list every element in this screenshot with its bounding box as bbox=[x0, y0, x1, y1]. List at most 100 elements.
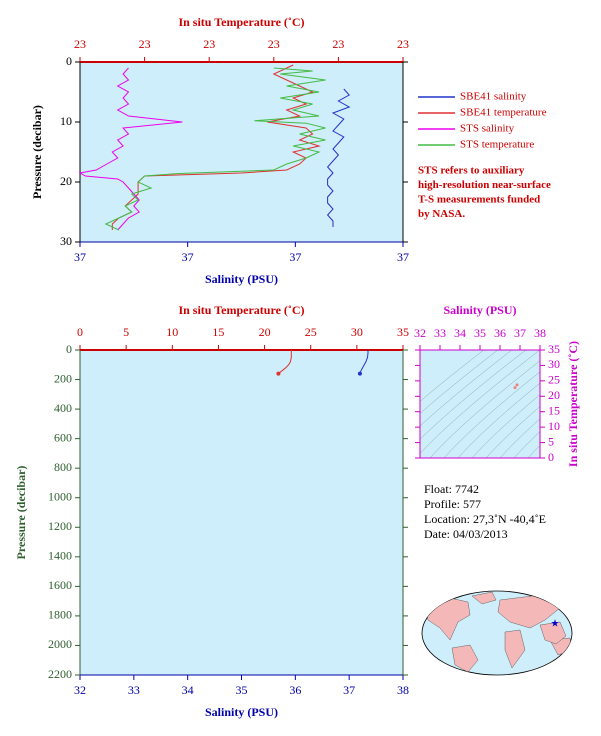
y-tick-label: 20 bbox=[60, 174, 72, 188]
plot-background bbox=[420, 350, 540, 458]
x-tick-label: 36 bbox=[289, 683, 301, 697]
y-tick-label: 1800 bbox=[48, 608, 72, 622]
x-tick-label: 38 bbox=[397, 683, 409, 697]
y-tick-label: 1600 bbox=[48, 578, 72, 592]
x-tick-label: 35 bbox=[474, 326, 486, 340]
profile-end bbox=[357, 371, 362, 376]
density-contour bbox=[457, 382, 540, 458]
legend-label: SBE41 temperature bbox=[460, 107, 547, 119]
x-tick-label: 37 bbox=[343, 683, 355, 697]
profile-line bbox=[359, 350, 369, 374]
y-axis-label: In situ Temperature (˚C) bbox=[566, 341, 580, 467]
density-contour bbox=[429, 360, 540, 458]
y-tick-label: 10 bbox=[548, 419, 560, 433]
x-axis-label: Salinity (PSU) bbox=[205, 705, 278, 719]
x-tick-label: 33 bbox=[128, 683, 140, 697]
x2-tick-label: 23 bbox=[332, 37, 344, 51]
y-tick-label: 0 bbox=[66, 342, 72, 356]
float-info: Profile: 577 bbox=[424, 497, 481, 511]
profile-line bbox=[78, 67, 183, 231]
note: T-S measurements funded bbox=[418, 194, 540, 206]
x2-tick-label: 23 bbox=[203, 37, 215, 51]
note: STS refers to auxiliary bbox=[418, 165, 525, 177]
density-contour bbox=[420, 350, 540, 454]
x-tick-label: 33 bbox=[434, 326, 446, 340]
x-tick-label: 32 bbox=[74, 683, 86, 697]
legend-label: SBE41 salinity bbox=[460, 91, 527, 103]
y-tick-label: 35 bbox=[548, 342, 560, 356]
note: high-resolution near-surface bbox=[418, 179, 551, 191]
profile-line bbox=[278, 350, 292, 374]
x2-tick-label: 10 bbox=[166, 325, 178, 339]
density-contour bbox=[499, 418, 540, 458]
profile-line bbox=[326, 88, 351, 227]
density-contour bbox=[420, 350, 513, 427]
y-tick-label: 600 bbox=[54, 430, 72, 444]
profile-line bbox=[111, 64, 321, 230]
x-tick-label: 37 bbox=[397, 250, 409, 264]
legend-label: STS temperature bbox=[460, 139, 534, 151]
plot-background bbox=[80, 62, 403, 242]
density-contour bbox=[443, 371, 540, 458]
y-tick-label: 15 bbox=[548, 403, 560, 417]
x2-tick-label: 20 bbox=[259, 325, 271, 339]
x2-tick-label: 23 bbox=[139, 37, 151, 51]
profile-line bbox=[104, 67, 326, 231]
y-tick-label: 400 bbox=[54, 401, 72, 415]
density-contours bbox=[420, 350, 540, 458]
y-tick-label: 30 bbox=[60, 234, 72, 248]
y-tick-label: 10 bbox=[60, 114, 72, 128]
y-axis-label: Pressure (decibar) bbox=[30, 105, 44, 199]
continent bbox=[424, 597, 471, 641]
x2-tick-label: 23 bbox=[397, 37, 409, 51]
profile-end bbox=[276, 371, 281, 376]
y-tick-label: 200 bbox=[54, 371, 72, 385]
float-info: Location: 27,3˚N -40,4˚E bbox=[424, 512, 546, 526]
y-tick-label: 2200 bbox=[48, 667, 72, 681]
x2-tick-label: 35 bbox=[397, 325, 409, 339]
world-map: ★ bbox=[421, 590, 573, 676]
x2-tick-label: 30 bbox=[351, 325, 363, 339]
x-tick-label: 37 bbox=[514, 326, 526, 340]
y-tick-label: 20 bbox=[548, 388, 560, 402]
x-tick-label: 34 bbox=[182, 683, 194, 697]
density-contour bbox=[485, 406, 540, 458]
float-location-star: ★ bbox=[551, 618, 560, 629]
x2-axis-label: In situ Temperature (˚C) bbox=[178, 15, 304, 29]
density-contour bbox=[513, 431, 540, 458]
x2-tick-label: 23 bbox=[74, 37, 86, 51]
x2-tick-label: 15 bbox=[212, 325, 224, 339]
x2-tick-label: 23 bbox=[268, 37, 280, 51]
density-contour bbox=[527, 444, 540, 458]
y-tick-label: 30 bbox=[548, 357, 560, 371]
x2-axis-label: In situ Temperature (˚C) bbox=[178, 303, 304, 317]
x-axis-label: Salinity (PSU) bbox=[443, 303, 516, 317]
x2-tick-label: 0 bbox=[77, 325, 83, 339]
float-info: Float: 7742 bbox=[424, 482, 479, 496]
x-tick-label: 34 bbox=[454, 326, 466, 340]
continent bbox=[504, 629, 526, 669]
x-tick-label: 36 bbox=[494, 326, 506, 340]
x-tick-label: 37 bbox=[182, 250, 194, 264]
x-tick-label: 32 bbox=[414, 326, 426, 340]
plot-background bbox=[80, 350, 403, 675]
y-axis-label: Pressure (decibar) bbox=[14, 466, 28, 560]
x-tick-label: 37 bbox=[289, 250, 301, 264]
x2-tick-label: 25 bbox=[305, 325, 317, 339]
y-tick-label: 0 bbox=[548, 450, 554, 464]
ts-point bbox=[515, 383, 519, 387]
legend-label: STS salinity bbox=[460, 123, 515, 135]
density-contour bbox=[471, 394, 540, 458]
continent bbox=[451, 644, 479, 673]
continent bbox=[471, 591, 497, 605]
x-tick-label: 35 bbox=[236, 683, 248, 697]
x-tick-label: 38 bbox=[534, 326, 546, 340]
y-tick-label: 2000 bbox=[48, 637, 72, 651]
y-tick-label: 1000 bbox=[48, 489, 72, 503]
ts-point bbox=[513, 386, 517, 390]
y-tick-label: 0 bbox=[66, 54, 72, 68]
y-tick-label: 1400 bbox=[48, 549, 72, 563]
y-tick-label: 1200 bbox=[48, 519, 72, 533]
